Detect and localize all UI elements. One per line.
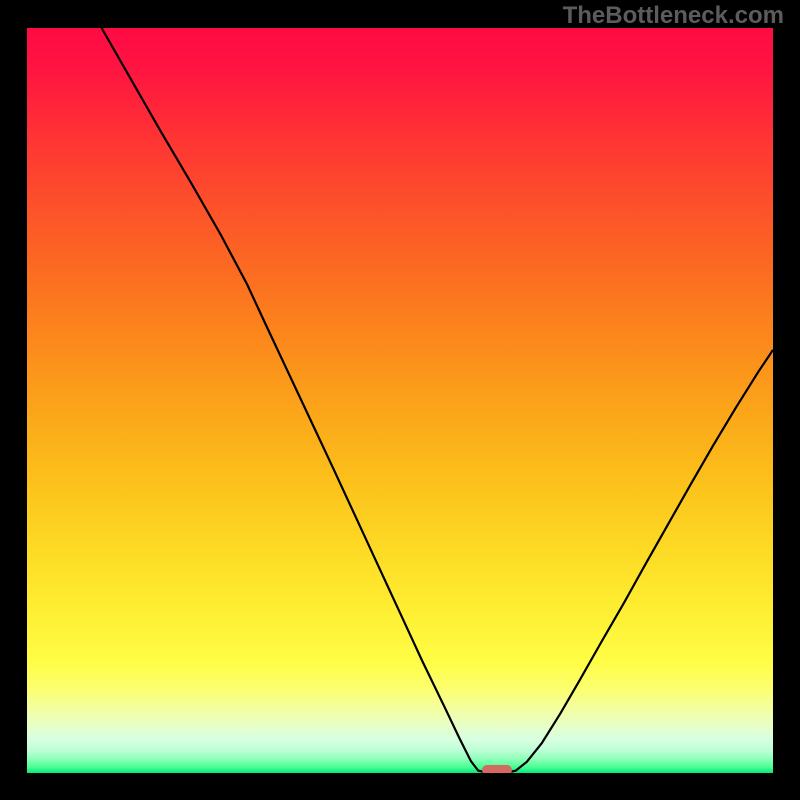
bottleneck-curve [27,28,773,773]
watermark-text: TheBottleneck.com [563,2,784,30]
plot-area [27,28,773,773]
chart-container: TheBottleneck.com [0,0,800,800]
optimum-marker [482,765,512,773]
